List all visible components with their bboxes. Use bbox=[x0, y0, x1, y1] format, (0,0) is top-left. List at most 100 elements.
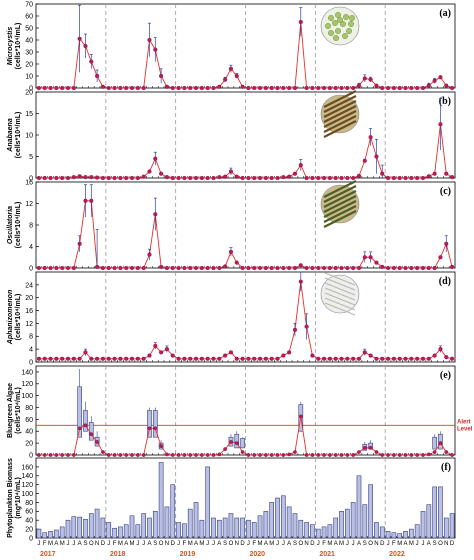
bar bbox=[327, 524, 333, 539]
mean-point bbox=[170, 453, 175, 457]
data-point bbox=[83, 198, 88, 203]
mean-point bbox=[147, 426, 152, 431]
data-point bbox=[281, 353, 286, 358]
data-point bbox=[257, 356, 263, 361]
data-point bbox=[211, 265, 216, 271]
data-point bbox=[263, 265, 268, 271]
mean-point bbox=[421, 453, 425, 457]
data-point bbox=[170, 353, 175, 358]
data-point bbox=[275, 85, 280, 91]
month-label: J bbox=[136, 541, 139, 547]
mean-point bbox=[264, 453, 268, 457]
data-point bbox=[444, 171, 449, 176]
data-point bbox=[164, 347, 169, 352]
cell-shape bbox=[342, 33, 349, 40]
bar bbox=[123, 524, 129, 539]
data-point bbox=[147, 37, 152, 43]
month-label: M bbox=[118, 541, 123, 547]
data-point bbox=[292, 265, 298, 271]
y-tick-label: 4 bbox=[29, 244, 33, 251]
data-point bbox=[77, 174, 82, 179]
month-label: O bbox=[298, 541, 303, 547]
y-tick-label: 140 bbox=[21, 473, 33, 480]
bar bbox=[42, 532, 48, 539]
data-point bbox=[48, 85, 53, 91]
bar bbox=[135, 524, 141, 539]
data-point bbox=[327, 175, 332, 181]
data-point bbox=[450, 356, 455, 361]
mean-point bbox=[269, 453, 274, 457]
mean-point bbox=[200, 453, 204, 457]
data-point bbox=[281, 265, 286, 271]
bar bbox=[304, 522, 309, 539]
data-point bbox=[129, 85, 135, 91]
month-label: S bbox=[433, 541, 437, 547]
y-tick-label: 0 bbox=[29, 265, 33, 272]
month-label: J bbox=[72, 541, 75, 547]
month-label: A bbox=[124, 541, 128, 547]
data-point bbox=[124, 175, 129, 181]
data-point bbox=[170, 175, 175, 181]
data-point bbox=[228, 249, 234, 254]
data-point bbox=[170, 85, 175, 91]
bar bbox=[438, 486, 443, 539]
mean-point bbox=[403, 453, 408, 457]
filament-shape bbox=[323, 95, 357, 113]
data-point bbox=[118, 175, 123, 181]
data-point bbox=[129, 175, 135, 181]
data-point bbox=[415, 85, 420, 91]
mean-point bbox=[328, 453, 332, 457]
y-label-species: Aphanizomenon bbox=[7, 290, 14, 345]
data-point bbox=[48, 175, 53, 181]
month-label: D bbox=[101, 541, 106, 547]
month-label: J bbox=[206, 541, 209, 547]
mean-point bbox=[432, 450, 437, 454]
filament-shape bbox=[323, 120, 357, 138]
panel-letter: (a) bbox=[439, 8, 451, 19]
panel-letter: (e) bbox=[440, 370, 451, 381]
mean-point bbox=[444, 450, 449, 454]
data-point bbox=[292, 327, 298, 332]
filament-shape bbox=[323, 90, 357, 108]
month-label: A bbox=[264, 541, 268, 547]
data-point bbox=[397, 85, 402, 91]
data-point bbox=[153, 47, 158, 52]
data-point bbox=[48, 356, 53, 361]
data-point bbox=[420, 356, 426, 361]
box bbox=[234, 433, 240, 449]
data-point bbox=[380, 356, 385, 361]
cell-shape bbox=[328, 14, 335, 21]
bar bbox=[385, 531, 391, 539]
month-label: F bbox=[252, 541, 256, 547]
data-point bbox=[327, 265, 332, 271]
data-point bbox=[182, 356, 187, 361]
data-point bbox=[112, 175, 117, 181]
data-point bbox=[147, 353, 152, 358]
data-point bbox=[106, 175, 111, 181]
mean-point bbox=[450, 453, 454, 457]
bar bbox=[71, 516, 77, 539]
bar bbox=[443, 517, 449, 539]
mean-point bbox=[316, 453, 321, 457]
data-point bbox=[287, 350, 292, 355]
alert-label: Level 1 bbox=[457, 426, 474, 432]
month-label: F bbox=[43, 541, 47, 547]
mean-point bbox=[182, 453, 187, 457]
mean-point bbox=[54, 453, 59, 457]
bar bbox=[397, 533, 403, 539]
data-point bbox=[438, 347, 443, 352]
data-point bbox=[240, 175, 245, 181]
data-point bbox=[391, 356, 396, 361]
data-point bbox=[362, 255, 367, 260]
bar bbox=[88, 513, 94, 539]
month-label: S bbox=[293, 541, 297, 547]
data-point bbox=[409, 265, 414, 271]
y-tick-label: 0 bbox=[29, 452, 33, 459]
panel-letter: (f) bbox=[441, 462, 451, 473]
filament-shape bbox=[323, 200, 357, 218]
data-point bbox=[450, 175, 455, 180]
data-point bbox=[252, 175, 257, 181]
bar bbox=[199, 519, 205, 539]
bar bbox=[83, 519, 88, 539]
bar bbox=[228, 513, 234, 539]
